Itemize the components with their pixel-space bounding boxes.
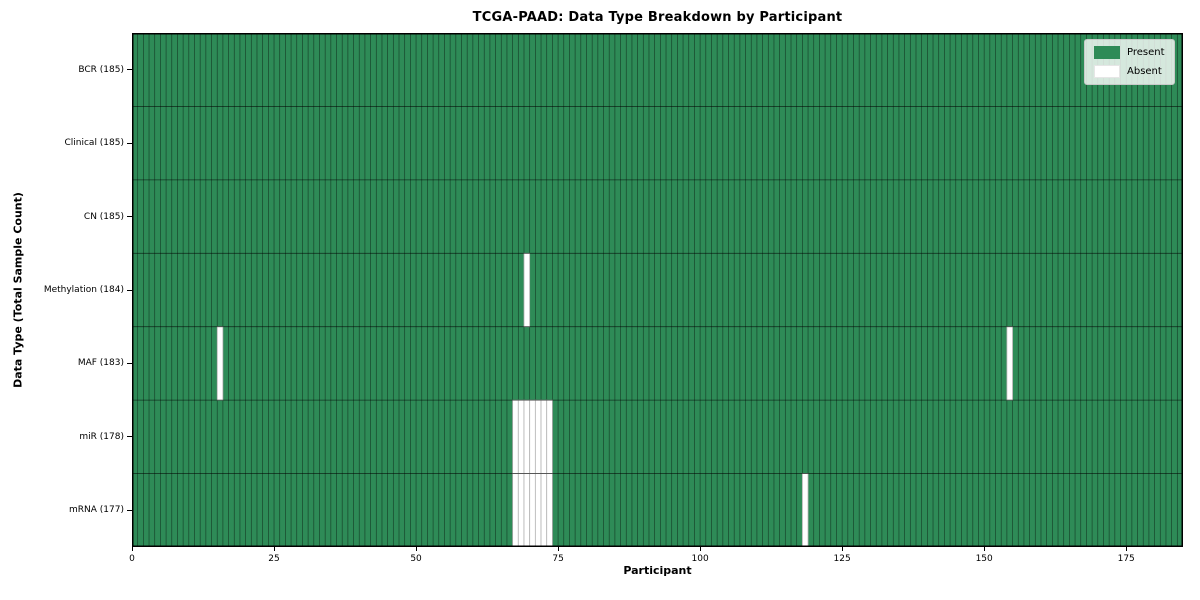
x-tick-label: 100 xyxy=(691,554,709,564)
y-tick-label: MAF (183) xyxy=(77,358,124,369)
y-tick-label: mRNA (177) xyxy=(69,505,124,516)
y-tick-label: Methylation (184) xyxy=(43,285,124,295)
y-tick-mark xyxy=(127,69,132,71)
x-tick-label: 150 xyxy=(975,554,993,564)
legend-label-absent: Absent xyxy=(1127,66,1162,77)
y-tick-label: CN (185) xyxy=(83,211,124,222)
legend-entry-present: Present xyxy=(1094,46,1165,59)
absent-cell xyxy=(534,399,542,474)
absent-cell xyxy=(517,399,525,474)
y-tick-mark xyxy=(127,289,132,291)
present-swatch xyxy=(1094,46,1120,59)
y-tick-label: BCR (185) xyxy=(78,64,124,75)
legend-entry-absent: Absent xyxy=(1094,65,1165,78)
absent-cell xyxy=(512,473,519,547)
y-tick-mark xyxy=(127,216,132,218)
y-tick-mark xyxy=(127,509,132,511)
y-tick-mark xyxy=(127,142,132,144)
x-tick-mark xyxy=(131,547,133,551)
legend: Present Absent xyxy=(1084,39,1175,85)
x-tick-label: 25 xyxy=(268,554,280,564)
absent-cell xyxy=(540,399,548,474)
absent-cell xyxy=(801,473,809,547)
x-tick-label: 75 xyxy=(552,554,564,564)
x-axis-label: Participant xyxy=(623,564,692,577)
x-tick-label: 50 xyxy=(410,554,422,564)
x-tick-label: 125 xyxy=(833,554,851,564)
absent-cell xyxy=(529,399,536,474)
plot-area xyxy=(132,33,1183,547)
absent-cell xyxy=(216,326,224,401)
absent-cell xyxy=(529,473,536,547)
x-tick-label: 175 xyxy=(1117,554,1135,564)
x-tick-mark xyxy=(699,547,701,551)
absent-cell xyxy=(512,399,519,474)
x-tick-mark xyxy=(983,547,985,551)
absent-cell xyxy=(523,252,531,328)
absent-cell xyxy=(523,473,531,547)
absent-cell xyxy=(517,473,525,547)
heatmap-grid xyxy=(132,33,1183,547)
absent-cell xyxy=(534,473,542,547)
chart-title: TCGA-PAAD: Data Type Breakdown by Partic… xyxy=(472,10,843,25)
absent-cell xyxy=(523,399,531,474)
absent-cell xyxy=(540,473,548,547)
x-tick-label: 0 xyxy=(129,554,135,564)
absent-swatch xyxy=(1094,65,1120,78)
x-tick-mark xyxy=(557,547,559,551)
absent-cell xyxy=(1006,326,1013,401)
y-tick-mark xyxy=(127,436,132,438)
y-tick-label: Clinical (185) xyxy=(64,138,124,149)
absent-cell xyxy=(546,473,553,547)
x-tick-mark xyxy=(841,547,843,551)
y-tick-mark xyxy=(127,362,132,364)
absent-cell xyxy=(546,399,553,474)
x-tick-mark xyxy=(273,547,275,551)
y-tick-label: miR (178) xyxy=(79,431,124,442)
x-tick-mark xyxy=(415,547,417,551)
x-tick-mark xyxy=(1125,547,1127,551)
legend-label-present: Present xyxy=(1127,47,1165,58)
